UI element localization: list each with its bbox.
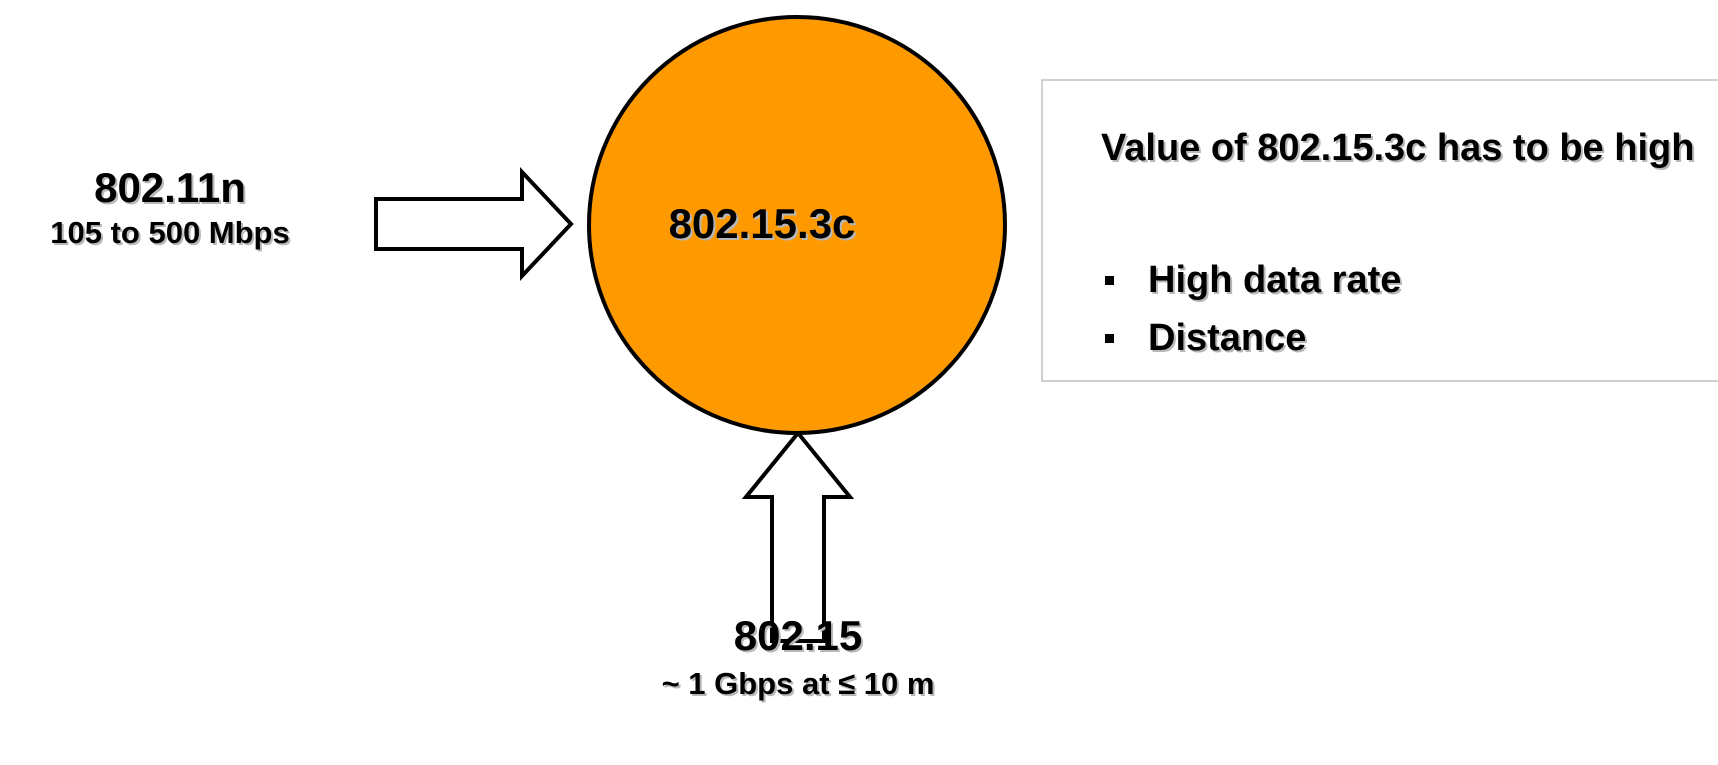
left-input-label: 802.11n 105 to 500 Mbps bbox=[5, 162, 335, 252]
bottom-input-subtitle: ~ 1 Gbps at ≤ 10 m bbox=[661, 666, 935, 701]
list-item: High data rate bbox=[1101, 251, 1401, 309]
left-input-title: 802.11n bbox=[94, 164, 246, 211]
info-box: Value of 802.15.3c has to be high High d… bbox=[1041, 79, 1718, 382]
center-circle bbox=[587, 15, 1007, 435]
bottom-input-label: 802.15 ~ 1 Gbps at ≤ 10 m bbox=[558, 608, 1038, 704]
left-arrow bbox=[374, 166, 574, 282]
bottom-input-title: 802.15 bbox=[733, 612, 863, 659]
list-item: Distance bbox=[1101, 309, 1401, 367]
square-bullet-icon bbox=[1105, 333, 1114, 343]
center-node-label: 802.15.3c bbox=[668, 200, 856, 247]
list-item-text: High data rate bbox=[1148, 259, 1402, 301]
square-bullet-icon bbox=[1105, 275, 1114, 285]
bottom-arrow bbox=[741, 429, 855, 643]
left-input-subtitle: 105 to 500 Mbps bbox=[50, 215, 290, 250]
info-box-title: Value of 802.15.3c has to be high bbox=[1101, 127, 1695, 169]
list-item-text: Distance bbox=[1148, 317, 1307, 359]
info-box-list: High data rate Distance bbox=[1101, 251, 1401, 367]
